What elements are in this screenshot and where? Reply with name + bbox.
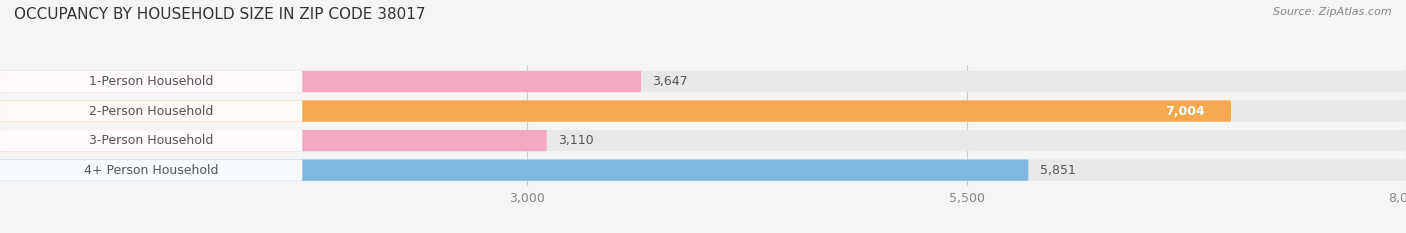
Text: Source: ZipAtlas.com: Source: ZipAtlas.com	[1274, 7, 1392, 17]
Text: 3,647: 3,647	[652, 75, 688, 88]
FancyBboxPatch shape	[0, 71, 302, 92]
Text: 5,851: 5,851	[1039, 164, 1076, 177]
FancyBboxPatch shape	[0, 71, 641, 92]
Text: 2-Person Household: 2-Person Household	[89, 105, 214, 117]
Text: 3-Person Household: 3-Person Household	[89, 134, 214, 147]
FancyBboxPatch shape	[0, 130, 1406, 151]
FancyBboxPatch shape	[0, 100, 302, 122]
FancyBboxPatch shape	[0, 160, 1406, 181]
FancyBboxPatch shape	[0, 100, 1232, 122]
FancyBboxPatch shape	[0, 71, 1406, 92]
FancyBboxPatch shape	[0, 100, 1406, 122]
Text: OCCUPANCY BY HOUSEHOLD SIZE IN ZIP CODE 38017: OCCUPANCY BY HOUSEHOLD SIZE IN ZIP CODE …	[14, 7, 426, 22]
FancyBboxPatch shape	[0, 160, 1028, 181]
Text: 3,110: 3,110	[558, 134, 593, 147]
FancyBboxPatch shape	[0, 160, 302, 181]
Text: 7,004: 7,004	[1166, 105, 1205, 117]
FancyBboxPatch shape	[0, 130, 547, 151]
Text: 4+ Person Household: 4+ Person Household	[84, 164, 218, 177]
FancyBboxPatch shape	[0, 130, 302, 151]
Text: 1-Person Household: 1-Person Household	[89, 75, 214, 88]
FancyBboxPatch shape	[1139, 103, 1230, 119]
